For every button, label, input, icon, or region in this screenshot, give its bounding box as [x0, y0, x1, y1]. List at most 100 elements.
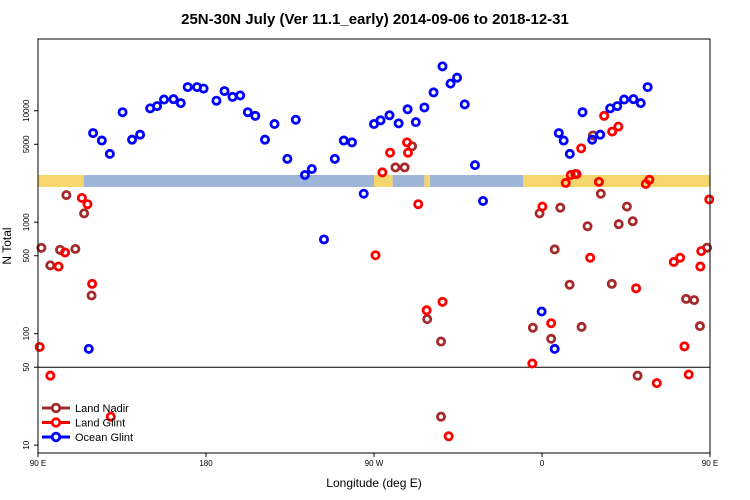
- ocean-glint-point: [104, 148, 115, 159]
- x-tick-label: 90 E: [702, 459, 718, 468]
- land-glint-point: [546, 318, 557, 329]
- band-segment-ocean: [430, 175, 524, 187]
- land-glint-point: [704, 194, 715, 205]
- land-nadir-point: [576, 321, 587, 332]
- ocean-glint-point: [175, 98, 186, 109]
- ocean-glint-point: [642, 82, 653, 93]
- land-nadir-point: [689, 295, 700, 306]
- x-tick-label: 0: [540, 459, 545, 468]
- land-glint-point: [377, 167, 388, 178]
- ocean-glint-point: [452, 72, 463, 83]
- ocean-glint-point: [358, 188, 369, 199]
- data-points: [34, 61, 715, 442]
- land-glint-point: [370, 250, 381, 261]
- land-nadir-point: [45, 260, 56, 271]
- land-nadir-point: [390, 162, 401, 173]
- ocean-glint-point: [478, 195, 489, 206]
- land-glint-point: [607, 126, 618, 137]
- plot-frame: [37, 38, 711, 454]
- surface-band: [38, 175, 710, 187]
- land-nadir-point: [564, 279, 575, 290]
- ocean-glint-point: [318, 234, 329, 245]
- land-glint-point: [105, 411, 116, 422]
- land-nadir-point: [422, 314, 433, 325]
- land-nadir-point: [621, 201, 632, 212]
- band-segment-ocean: [83, 175, 374, 187]
- land-glint-point: [576, 143, 587, 154]
- ocean-glint-point: [558, 135, 569, 146]
- land-glint-point: [53, 261, 64, 272]
- land-glint-point: [413, 199, 424, 210]
- x-axis-title: Longitude (deg E): [326, 476, 421, 490]
- x-tick-label: 90 W: [365, 459, 384, 468]
- y-axis-title: N Total: [0, 227, 14, 264]
- land-glint-point: [537, 201, 548, 212]
- land-glint-point: [402, 137, 413, 148]
- land-nadir-point: [61, 190, 72, 201]
- y-tick-label: 100: [22, 326, 31, 340]
- land-nadir-point: [399, 162, 410, 173]
- ocean-glint-point: [211, 95, 222, 106]
- y-tick-label: 5000: [22, 135, 31, 153]
- land-glint-point: [683, 369, 694, 380]
- land-glint-point: [527, 358, 538, 369]
- ocean-glint-point: [290, 114, 301, 125]
- ocean-glint-point: [135, 129, 146, 140]
- ocean-glint-point: [587, 134, 598, 145]
- ocean-glint-point: [549, 343, 560, 354]
- band-segment-land: [532, 175, 710, 187]
- ocean-glint-point: [219, 86, 230, 97]
- ocean-glint-point: [577, 107, 588, 118]
- legend-label-land-nadir: Land Nadir: [75, 403, 129, 415]
- land-glint-point: [613, 121, 624, 132]
- x-tick-label: 90 E: [30, 459, 46, 468]
- land-nadir-point: [70, 243, 81, 254]
- land-nadir-point: [632, 370, 643, 381]
- land-nadir-point: [546, 333, 557, 344]
- land-nadir-point: [582, 221, 593, 232]
- band-segment-ocean: [392, 175, 425, 187]
- land-glint-point: [443, 431, 454, 442]
- land-nadir-point: [613, 219, 624, 230]
- y-tick-label: 500: [22, 249, 31, 263]
- ocean-glint-point: [242, 107, 253, 118]
- ocean-glint-point: [536, 306, 547, 317]
- land-glint-point: [599, 110, 610, 121]
- land-nadir-point: [79, 208, 90, 219]
- land-nadir-point: [595, 188, 606, 199]
- ocean-glint-point: [445, 78, 456, 89]
- land-nadir-point: [436, 336, 447, 347]
- land-glint-point: [437, 296, 448, 307]
- ocean-glint-point: [384, 110, 395, 121]
- ocean-glint-point: [428, 87, 439, 98]
- chart-title: 25N-30N July (Ver 11.1_early) 2014-09-06…: [181, 11, 569, 28]
- y-tick-label: 50: [22, 362, 31, 371]
- ocean-glint-point: [564, 148, 575, 159]
- ocean-glint-point: [595, 129, 606, 140]
- land-glint-point: [45, 370, 56, 381]
- y-axis: 10 50 100 500 1000 5000 10000: [22, 99, 38, 450]
- ocean-glint-point: [410, 117, 421, 128]
- ocean-glint-point: [88, 128, 99, 139]
- band-segment-land: [374, 175, 393, 187]
- ocean-glint-point: [628, 94, 639, 105]
- land-glint-point: [571, 169, 582, 180]
- ocean-glint-point: [346, 137, 357, 148]
- land-glint-point: [668, 256, 679, 267]
- x-tick-label: 180: [199, 459, 213, 468]
- ocean-glint-point: [338, 135, 349, 146]
- ocean-glint-point: [96, 135, 107, 146]
- ocean-glint-point: [553, 128, 564, 139]
- ocean-glint-point: [612, 101, 623, 112]
- ocean-glint-point: [419, 102, 430, 113]
- land-glint-point: [34, 341, 45, 352]
- ocean-glint-point: [306, 164, 317, 175]
- land-glint-point: [644, 174, 655, 185]
- land-nadir-point: [527, 322, 538, 333]
- legend: Land Nadir Land Glint Ocean Glint: [42, 402, 133, 444]
- land-glint-point: [421, 305, 432, 316]
- y-tick-label: 1000: [22, 213, 31, 231]
- ocean-glint-point: [635, 98, 646, 109]
- ocean-glint-point: [393, 118, 404, 129]
